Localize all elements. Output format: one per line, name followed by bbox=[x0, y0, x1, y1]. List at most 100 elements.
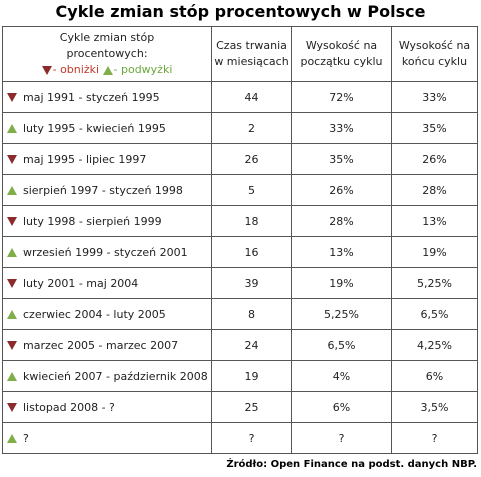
cell: 16 bbox=[211, 236, 292, 268]
table-row: czerwiec 2004 - luty 2005 8 5,25% 6,5% bbox=[2, 298, 478, 330]
period: listopad 2008 - ? bbox=[23, 400, 115, 414]
table-row: maj 1991 - styczeń 1995 44 72% 33% bbox=[2, 81, 478, 113]
cell: wrzesień 1999 - styczeń 2001 bbox=[2, 236, 212, 268]
cell: 44 bbox=[211, 81, 292, 113]
cell: ? bbox=[391, 422, 478, 454]
header-text: Cykle zmian stóp procentowych: bbox=[59, 31, 155, 60]
cell: 35% bbox=[391, 112, 478, 144]
cell: 33% bbox=[391, 81, 478, 113]
legend-up: - podwyżki bbox=[113, 63, 173, 76]
up-icon bbox=[102, 65, 113, 75]
cell: kwiecień 2007 - październik 2008 bbox=[2, 360, 212, 392]
cell: 18 bbox=[211, 205, 292, 237]
direction-icon bbox=[7, 341, 17, 350]
header-row: Cykle zmian stóp procentowych: - obniżki… bbox=[2, 26, 478, 82]
cell: czerwiec 2004 - luty 2005 bbox=[2, 298, 212, 330]
cell: luty 2001 - maj 2004 bbox=[2, 267, 212, 299]
table-body: maj 1991 - styczeń 1995 44 72% 33% luty 1995… bbox=[2, 81, 478, 454]
cell: luty 1998 - sierpień 1999 bbox=[2, 205, 212, 237]
table-row: luty 2001 - maj 2004 39 19% 5,25% bbox=[2, 267, 478, 299]
source: Źródło: Open Finance na podst. danych NB… bbox=[226, 459, 477, 470]
table-row: maj 1995 - lipiec 1997 26 35% 26% bbox=[2, 143, 478, 175]
cell: 72% bbox=[291, 81, 392, 113]
period: luty 1998 - sierpień 1999 bbox=[23, 214, 162, 228]
cell: ? bbox=[291, 422, 392, 454]
direction-icon bbox=[7, 279, 17, 288]
direction-icon bbox=[7, 248, 17, 257]
cell: 28% bbox=[291, 205, 392, 237]
cell: 4,25% bbox=[391, 329, 478, 361]
cell: 39 bbox=[211, 267, 292, 299]
cell: 5,25% bbox=[391, 267, 478, 299]
direction-icon bbox=[7, 124, 17, 133]
header-cell: Wysokość na początku cyklu bbox=[291, 26, 392, 82]
table-row: kwiecień 2007 - październik 2008 19 4% 6% bbox=[2, 360, 478, 392]
cell: ? bbox=[2, 422, 212, 454]
period: luty 1995 - kwiecień 1995 bbox=[23, 121, 166, 135]
cell: 26% bbox=[291, 174, 392, 206]
cell: 33% bbox=[291, 112, 392, 144]
cell: 19 bbox=[211, 360, 292, 392]
period: wrzesień 1999 - styczeń 2001 bbox=[23, 245, 188, 259]
table-row: ???? bbox=[2, 422, 478, 454]
cell: 5,25% bbox=[291, 298, 392, 330]
cell: 19% bbox=[391, 236, 478, 268]
cell: maj 1991 - styczeń 1995 bbox=[2, 81, 212, 113]
direction-icon bbox=[7, 310, 17, 319]
table-row: listopad 2008 - ? 25 6% 3,5% bbox=[2, 391, 478, 423]
period: marzec 2005 - marzec 2007 bbox=[23, 338, 179, 352]
header-cell: Wysokość na końcu cyklu bbox=[391, 26, 478, 82]
cell: 4% bbox=[291, 360, 392, 392]
down-icon bbox=[41, 65, 52, 75]
table-row: sierpień 1997 - styczeń 1998 5 26% 28% bbox=[2, 174, 478, 206]
legend: - obniżki - podwyżki bbox=[3, 62, 211, 78]
period: kwiecień 2007 - październik 2008 bbox=[23, 369, 208, 383]
period: ? bbox=[23, 431, 29, 445]
cell: ? bbox=[211, 422, 292, 454]
title: Cykle zmian stóp procentowych w Polsce bbox=[55, 2, 426, 21]
cell: 6,5% bbox=[291, 329, 392, 361]
period: luty 2001 - maj 2004 bbox=[23, 276, 139, 290]
cell: 24 bbox=[211, 329, 292, 361]
cell: 13% bbox=[291, 236, 392, 268]
cell: 3,5% bbox=[391, 391, 478, 423]
header-cell: Czas trwania w miesiącach bbox=[211, 26, 292, 82]
table-row: luty 1995 - kwiecień 1995 2 33% 35% bbox=[2, 112, 478, 144]
table-row: luty 1998 - sierpień 1999 18 28% 13% bbox=[2, 205, 478, 237]
cell: 5 bbox=[211, 174, 292, 206]
legend-down: - obniżki bbox=[52, 63, 100, 76]
period: czerwiec 2004 - luty 2005 bbox=[23, 307, 166, 321]
cell: 6% bbox=[391, 360, 478, 392]
period: maj 1991 - styczeń 1995 bbox=[23, 90, 160, 104]
cell: 28% bbox=[391, 174, 478, 206]
direction-icon bbox=[7, 186, 17, 195]
cell: marzec 2005 - marzec 2007 bbox=[2, 329, 212, 361]
cell: maj 1995 - lipiec 1997 bbox=[2, 143, 212, 175]
direction-icon bbox=[7, 155, 17, 164]
cell: 19% bbox=[291, 267, 392, 299]
table-row: marzec 2005 - marzec 2007 24 6,5% 4,25% bbox=[2, 329, 478, 361]
cell: 6,5% bbox=[391, 298, 478, 330]
cell: 26 bbox=[211, 143, 292, 175]
cell: 2 bbox=[211, 112, 292, 144]
direction-icon bbox=[7, 217, 17, 226]
cell: luty 1995 - kwiecień 1995 bbox=[2, 112, 212, 144]
cell: 35% bbox=[291, 143, 392, 175]
cell: 6% bbox=[291, 391, 392, 423]
cell: 25 bbox=[211, 391, 292, 423]
header-cell: Cykle zmian stóp procentowych: - obniżki… bbox=[2, 26, 212, 82]
rates-table: Cykle zmian stóp procentowych: - obniżki… bbox=[2, 26, 478, 454]
period: maj 1995 - lipiec 1997 bbox=[23, 152, 147, 166]
direction-icon bbox=[7, 93, 17, 102]
direction-icon bbox=[7, 372, 17, 381]
table-row: wrzesień 1999 - styczeń 2001 16 13% 19% bbox=[2, 236, 478, 268]
cell: sierpień 1997 - styczeń 1998 bbox=[2, 174, 212, 206]
cell: listopad 2008 - ? bbox=[2, 391, 212, 423]
cell: 13% bbox=[391, 205, 478, 237]
cell: 26% bbox=[391, 143, 478, 175]
period: sierpień 1997 - styczeń 1998 bbox=[23, 183, 183, 197]
direction-icon bbox=[7, 403, 17, 412]
direction-icon bbox=[7, 434, 17, 443]
cell: 8 bbox=[211, 298, 292, 330]
